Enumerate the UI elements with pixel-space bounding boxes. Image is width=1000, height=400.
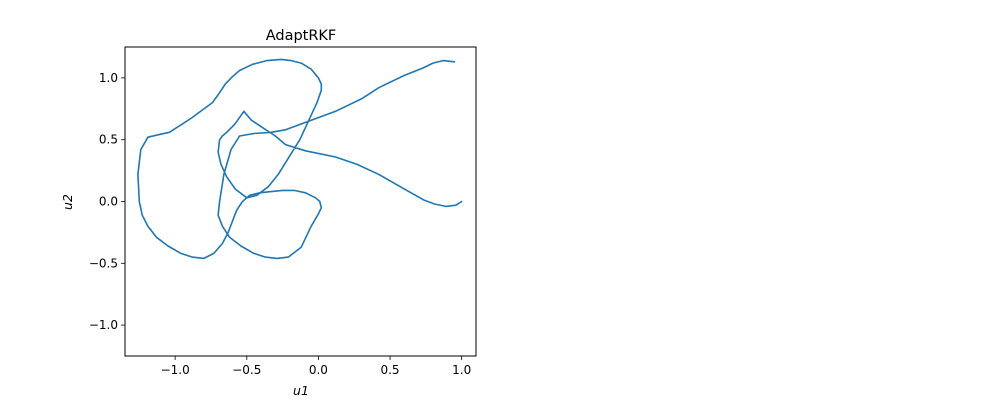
chart-title: AdaptRKF (266, 28, 337, 44)
y-tick-label: 0.0 (99, 195, 118, 209)
x-tick-label: −0.5 (232, 363, 261, 377)
x-tick-label: 1.0 (452, 363, 471, 377)
x-tick-label: −1.0 (161, 363, 190, 377)
y-axis-label: u2 (60, 194, 75, 210)
series-line (137, 58, 463, 260)
y-tick-label: 0.5 (99, 133, 118, 147)
y-tick-label: −0.5 (89, 256, 118, 270)
plot-area (125, 47, 476, 356)
y-tick-label: 1.0 (99, 71, 118, 85)
x-axis-label: u1 (293, 383, 309, 398)
axis-ticks: −1.0 −0.5 0.0 0.5 1.0 −1.0 −0.5 0.0 0.5 1.0 (89, 71, 471, 377)
x-tick-label: 0.0 (309, 363, 328, 377)
y-tick-label: −1.0 (89, 318, 118, 332)
data-series (137, 58, 463, 260)
x-tick-label: 0.5 (380, 363, 399, 377)
plot-frame (124, 46, 477, 357)
